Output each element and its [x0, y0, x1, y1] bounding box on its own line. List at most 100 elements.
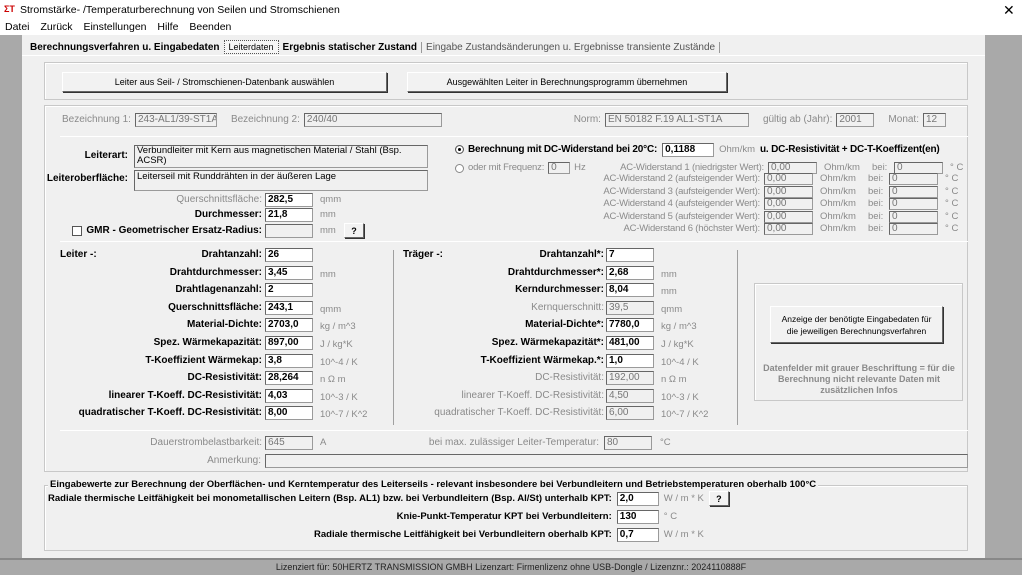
norm-field[interactable]: EN 50182 F.19 AL1-ST1A — [604, 113, 749, 127]
ac-value-field[interactable]: 0,00 — [764, 185, 813, 198]
ac-temp-field[interactable]: 0 — [889, 223, 938, 235]
maxtemp-field[interactable]: 80 — [604, 436, 652, 450]
traeger-row-unit: mm — [661, 286, 677, 298]
traeger-row-field[interactable]: 4,50 — [606, 388, 654, 403]
traeger-row-field[interactable]: 8,04 — [606, 283, 654, 298]
month-field[interactable]: 12 — [923, 113, 946, 127]
gmr-field[interactable] — [265, 224, 313, 238]
select-from-database-button[interactable]: Leiter aus Seil- / Stromschienen-Datenba… — [62, 72, 387, 92]
leiter-row-field[interactable]: 2 — [265, 283, 313, 298]
ac-value-field[interactable]: 0,00 — [764, 198, 813, 211]
traeger-row-field[interactable]: 39,5 — [606, 300, 654, 315]
thermal-row-field[interactable]: 0,7 — [616, 528, 659, 542]
leiter-row-unit: 10^-7 / K^2 — [320, 409, 368, 421]
leiter-row-field[interactable]: 3,45 — [265, 265, 313, 280]
traeger-row-field[interactable]: 6,00 — [606, 406, 654, 421]
traeger-row-field[interactable]: 2,68 — [606, 265, 654, 280]
thermal-row-field[interactable]: 130 — [616, 510, 659, 524]
thermal-row-label: Radiale thermische Leitfähigkeit bei Ver… — [314, 529, 612, 540]
show-required-inputs-button[interactable]: Anzeige der benötigte Eingabedaten für d… — [770, 306, 943, 343]
bez1-label: Bezeichnung 1: — [62, 114, 131, 125]
thermal-help-button[interactable]: ? — [708, 491, 729, 506]
leiter-row-field[interactable]: 3,8 — [265, 353, 313, 368]
ac-value-field[interactable]: 0,00 — [764, 223, 813, 235]
dc-value-field[interactable]: 0,1188 — [662, 143, 715, 157]
freq-radio[interactable] — [455, 164, 464, 173]
designation-row: Bezeichnung 1: 243-AL1/39-ST1A Bezeichnu… — [62, 113, 968, 127]
apply-conductor-button[interactable]: Ausgewählten Leiter in Berechnungsprogra… — [407, 72, 727, 92]
ac-value-field[interactable]: 0,00 — [764, 210, 813, 223]
freq-field[interactable]: 0 — [548, 162, 571, 174]
ac-value-field[interactable]: 0,00 — [768, 162, 817, 174]
window-title: Stromstärke- /Temperaturberechnung von S… — [20, 4, 340, 16]
left-frame — [0, 35, 22, 558]
leiter-row-unit: 10^-4 / K — [320, 356, 358, 368]
year-field[interactable]: 2001 — [836, 113, 875, 127]
tab-leiterdaten[interactable]: Leiterdaten — [223, 40, 279, 54]
leiter-row-field[interactable]: 26 — [265, 248, 313, 262]
leiterart-label: Leiterart: — [84, 150, 128, 161]
menu-datei[interactable]: Datei — [5, 21, 30, 33]
menu-einstellungen[interactable]: Einstellungen — [83, 21, 147, 33]
ac-unit: Ohm/km — [820, 173, 856, 185]
ac-temp-field[interactable]: 0 — [889, 198, 938, 211]
ac-temp-field[interactable]: 0 — [889, 173, 938, 186]
tab-transient[interactable]: Eingabe Zustandsänderungen u. Ergebnisse… — [421, 41, 721, 53]
ac-bei-label: bei: — [868, 210, 884, 222]
leiter-row-field[interactable]: 28,264 — [265, 371, 313, 386]
ac-label: AC-Widerstand 4 (aufsteigender Wert): — [603, 198, 760, 210]
leiter-row-field[interactable]: 897,00 — [265, 336, 313, 350]
dauer-field[interactable]: 645 — [265, 436, 313, 450]
ac-temp-field[interactable]: 0 — [889, 185, 938, 198]
traeger-row-field[interactable]: 481,00 — [606, 336, 654, 350]
leiter-row-label: Drahtdurchmesser: — [169, 266, 262, 278]
ac-temp-unit: ° C — [945, 198, 959, 210]
querschnitt-field[interactable]: 282,5 — [265, 193, 313, 207]
leiter-row-field[interactable]: 8,00 — [265, 406, 313, 421]
traeger-row-label: Kerndurchmesser: — [515, 284, 604, 296]
dc-radio[interactable] — [455, 145, 464, 154]
gmr-label: GMR - Geometrischer Ersatz-Radius: — [86, 225, 262, 236]
gmr-checkbox[interactable] — [72, 226, 83, 236]
ac-label: AC-Widerstand 6 (höchster Wert): — [623, 223, 761, 234]
leiter-row-label: T-Koeffizient Wärmekap: — [145, 354, 262, 366]
bez2-field[interactable]: 240/40 — [303, 113, 442, 127]
ac-temp-field[interactable]: 0 — [894, 162, 943, 174]
leiterart-field[interactable]: Verbundleiter mit Kern aus magnetischen … — [134, 145, 428, 168]
anmerkung-field[interactable] — [265, 454, 968, 468]
durchmesser-field[interactable]: 21,8 — [265, 208, 313, 222]
leiter-row-field[interactable]: 2703,0 — [265, 318, 313, 333]
thermal-row-unit: W / m * K — [663, 529, 704, 540]
tab-berechnungsverfahren[interactable]: Berechnungsverfahren u. Eingabedaten — [30, 41, 220, 53]
separator — [60, 136, 968, 137]
thermal-rows: Radiale thermische Leitfähigkeit bei mon… — [48, 491, 729, 542]
traeger-row-field[interactable]: 192,00 — [606, 371, 654, 386]
bez1-field[interactable]: 243-AL1/39-ST1A — [134, 113, 217, 127]
thermal-row-field[interactable]: 2,0 — [616, 491, 659, 506]
ac-temp-field[interactable]: 0 — [889, 210, 938, 223]
right-frame — [985, 35, 1022, 558]
traeger-row-field[interactable]: 7 — [606, 248, 654, 262]
querschnitt-unit: qmm — [320, 194, 342, 205]
oberflaeche-label: Leiteroberfläche: — [46, 173, 128, 184]
maxtemp-label: bei max. zulässiger Leiter-Temperatur: — [428, 437, 599, 448]
leiter-row-field[interactable]: 4,03 — [265, 388, 313, 403]
dc-row: Berechnung mit DC-Widerstand bei 20°C: 0… — [468, 143, 940, 157]
traeger-row-unit: qmm — [661, 303, 683, 315]
leiter-row-unit: qmm — [320, 303, 342, 315]
gmr-help-button[interactable]: ? — [344, 223, 364, 238]
close-icon[interactable]: ✕ — [1003, 2, 1015, 18]
ac-value-field[interactable]: 0,00 — [764, 173, 813, 186]
oberflaeche-field[interactable]: Leiterseil mit Runddrähten in der äußere… — [134, 170, 428, 191]
separator — [60, 241, 968, 242]
leiter-row-field[interactable]: 243,1 — [265, 300, 313, 315]
menu-hilfe[interactable]: Hilfe — [157, 21, 179, 33]
tab-ergebnis-statisch[interactable]: Ergebnis statischer Zustand — [282, 41, 418, 53]
menu-zurueck[interactable]: Zurück — [40, 21, 73, 33]
traeger-row-field[interactable]: 7780,0 — [606, 318, 654, 333]
leiter-row-label: DC-Resistivität: — [187, 372, 262, 384]
ac-unit: Ohm/km — [820, 223, 856, 234]
traeger-row-label: DC-Resistivität: — [535, 372, 604, 384]
traeger-row-field[interactable]: 1,0 — [606, 353, 654, 368]
menu-beenden[interactable]: Beenden — [189, 21, 232, 33]
